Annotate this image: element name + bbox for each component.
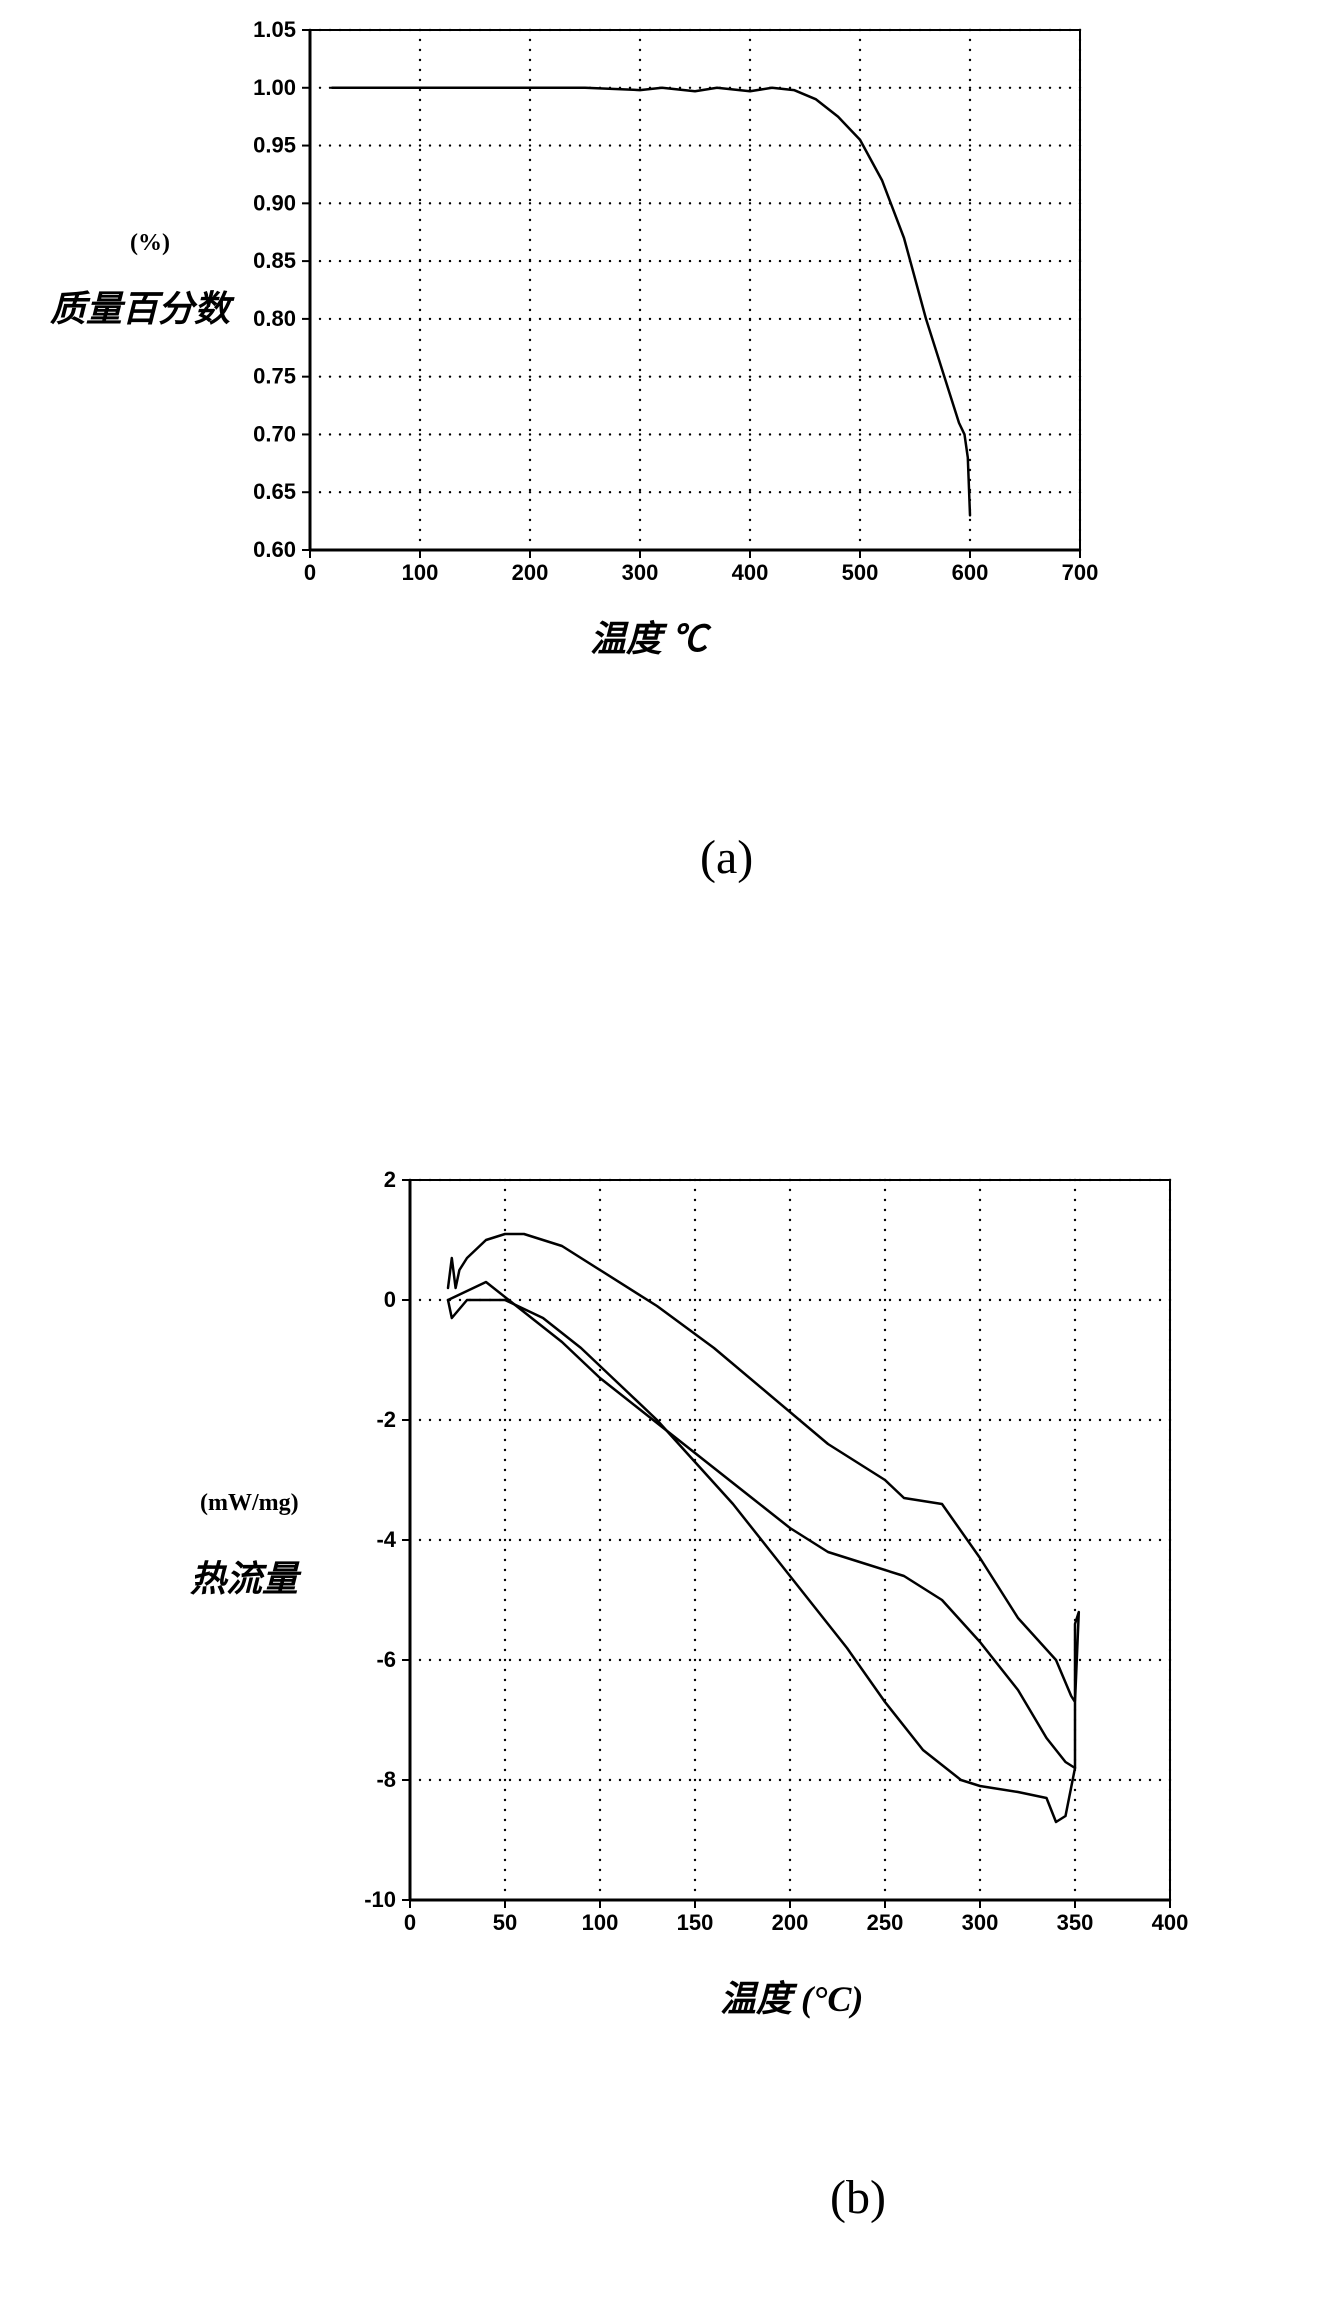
svg-text:200: 200 bbox=[772, 1910, 809, 1935]
svg-text:1.00: 1.00 bbox=[253, 75, 296, 100]
svg-text:400: 400 bbox=[732, 560, 769, 585]
svg-text:200: 200 bbox=[512, 560, 549, 585]
svg-text:-8: -8 bbox=[376, 1767, 396, 1792]
svg-text:2: 2 bbox=[384, 1167, 396, 1192]
svg-text:700: 700 bbox=[1062, 560, 1099, 585]
svg-text:300: 300 bbox=[962, 1910, 999, 1935]
svg-text:0.90: 0.90 bbox=[253, 190, 296, 215]
svg-text:0.80: 0.80 bbox=[253, 306, 296, 331]
svg-text:0: 0 bbox=[304, 560, 316, 585]
svg-text:50: 50 bbox=[493, 1910, 517, 1935]
svg-text:250: 250 bbox=[867, 1910, 904, 1935]
svg-text:0: 0 bbox=[384, 1287, 396, 1312]
svg-text:150: 150 bbox=[677, 1910, 714, 1935]
svg-text:100: 100 bbox=[402, 560, 439, 585]
svg-text:0.75: 0.75 bbox=[253, 364, 296, 389]
svg-text:-2: -2 bbox=[376, 1407, 396, 1432]
svg-text:0.70: 0.70 bbox=[253, 421, 296, 446]
chart-b-xlabel: 温度 (°C) bbox=[720, 1970, 863, 2022]
svg-text:-4: -4 bbox=[376, 1527, 396, 1552]
chart-b-plot: -10 -8 -6 -4 -2 0 2 0 50 100 150 200 250 300 350 400 bbox=[170, 1150, 1250, 1980]
svg-text:300: 300 bbox=[622, 560, 659, 585]
chart-a: (%) 质量百分数 温度 ℃ 0.600.650.700.750.800.850… bbox=[60, 0, 1110, 700]
chart-a-xlabel: 温度 ℃ bbox=[590, 610, 707, 662]
svg-text:400: 400 bbox=[1152, 1910, 1189, 1935]
svg-text:0.60: 0.60 bbox=[253, 537, 296, 562]
svg-text:0.65: 0.65 bbox=[253, 479, 296, 504]
svg-text:100: 100 bbox=[582, 1910, 619, 1935]
svg-text:0: 0 bbox=[404, 1910, 416, 1935]
svg-text:500: 500 bbox=[842, 560, 879, 585]
svg-text:0.95: 0.95 bbox=[253, 133, 296, 158]
chart-b-ylabel: 热流量 bbox=[190, 1550, 298, 1602]
chart-b: (mW/mg) 热流量 温度 (°C) -10 -8 -6 -4 -2 0 2 0 50 100 1… bbox=[170, 1150, 1220, 2050]
svg-text:-6: -6 bbox=[376, 1647, 396, 1672]
chart-b-panel-label: (b) bbox=[830, 2170, 886, 2225]
svg-text:350: 350 bbox=[1057, 1910, 1094, 1935]
chart-a-ylabel-unit: (%) bbox=[130, 230, 170, 257]
svg-text:-10: -10 bbox=[364, 1887, 396, 1912]
chart-b-ylabel-unit: (mW/mg) bbox=[200, 1490, 299, 1517]
chart-a-ylabel: 质量百分数 bbox=[50, 280, 230, 332]
svg-text:0.85: 0.85 bbox=[253, 248, 296, 273]
svg-text:1.05: 1.05 bbox=[253, 17, 296, 42]
chart-a-panel-label: (a) bbox=[700, 830, 753, 885]
svg-text:600: 600 bbox=[952, 560, 989, 585]
